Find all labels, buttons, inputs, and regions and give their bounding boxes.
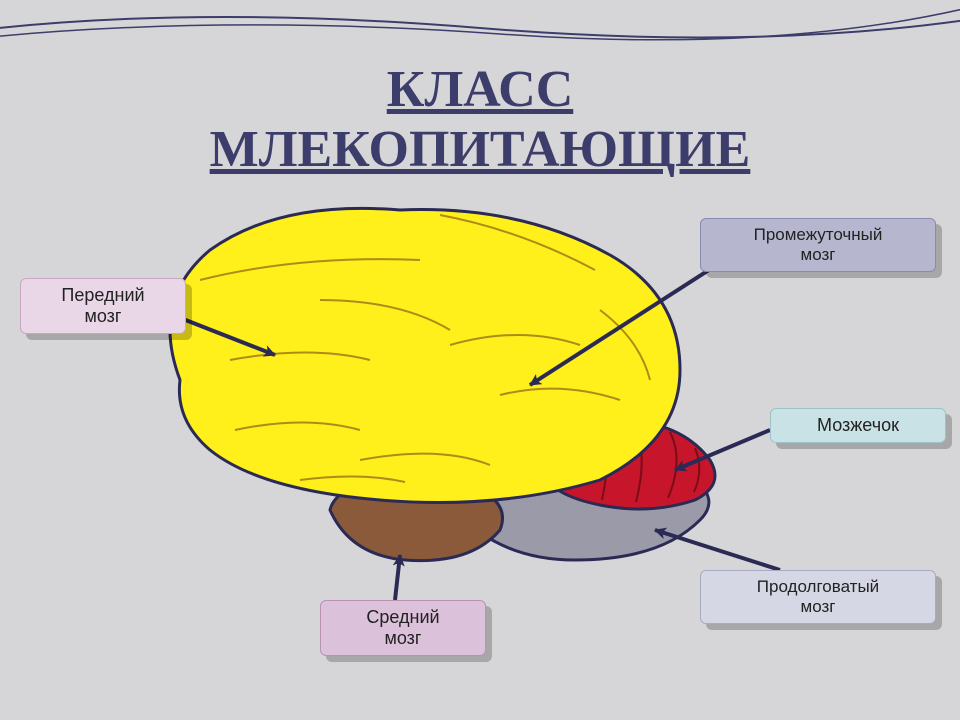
label-cerebellum-l1: Мозжечок [817,415,899,435]
label-medulla-l1: Продолговатый [757,577,879,596]
slide-root: { "canvas": { "width": 960, "height": 72… [0,0,960,720]
label-forebrain-l2: мозг [84,306,121,326]
label-forebrain-l1: Передний [61,285,144,305]
label-diencephalon-l1: Промежуточный [754,225,883,244]
label-cerebellum: Мозжечок [770,408,946,443]
label-forebrain: Передний мозг [20,278,186,334]
label-midbrain-l1: Средний [366,607,439,627]
label-medulla: Продолговатый мозг [700,570,936,624]
arrow-midbrain [395,555,400,600]
region-cerebrum [170,208,680,502]
label-diencephalon: Промежуточный мозг [700,218,936,272]
label-midbrain: Средний мозг [320,600,486,656]
label-diencephalon-l2: мозг [801,245,836,264]
arrow-medulla [655,530,780,570]
label-medulla-l2: мозг [801,597,836,616]
label-midbrain-l2: мозг [384,628,421,648]
